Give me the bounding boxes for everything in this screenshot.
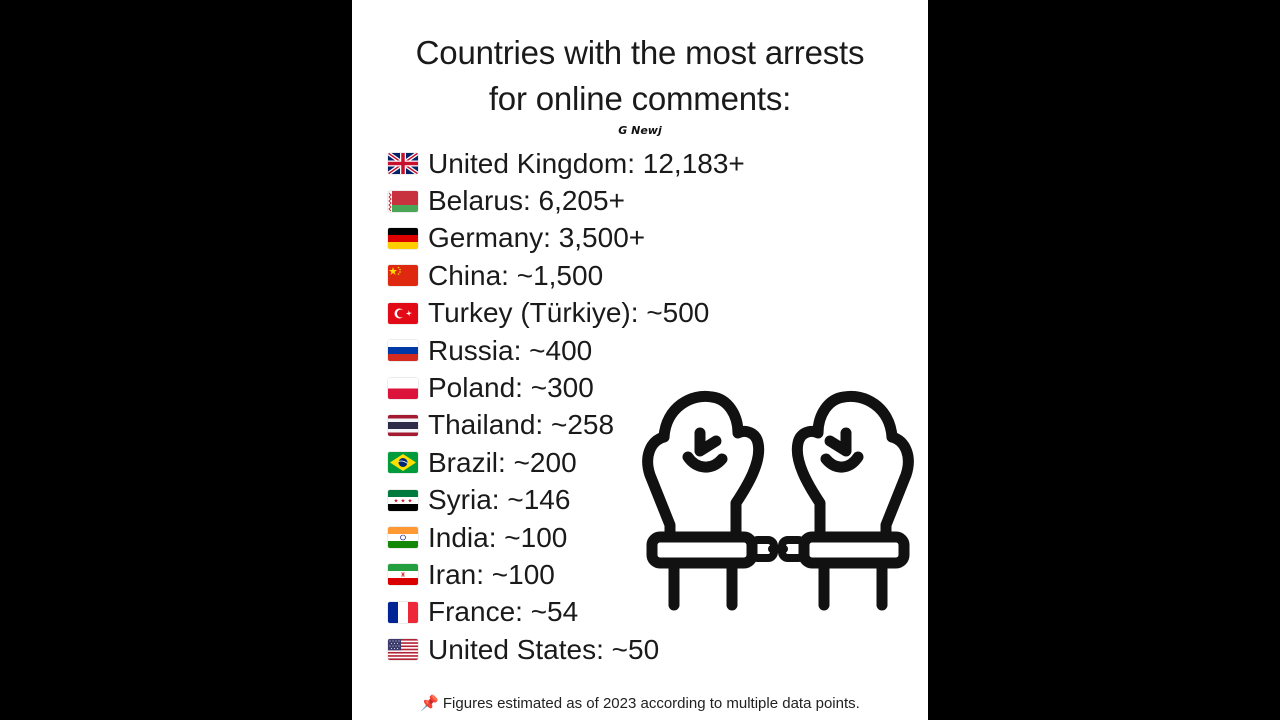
list-item: Germany: 3,500+: [388, 220, 745, 257]
country-label: Turkey (Türkiye): ~500: [428, 297, 710, 329]
country-label: Thailand: ~258: [428, 409, 615, 441]
pushpin-icon: 📌: [420, 695, 439, 712]
tr-flag-icon: [388, 302, 418, 324]
title-line-1: Countries with the most arrests: [415, 34, 865, 71]
de-flag-icon: [388, 227, 418, 249]
country-label: Poland: ~300: [428, 372, 594, 404]
ru-flag-icon: [388, 340, 418, 362]
page-title: Countries with the most arrests for onli…: [352, 30, 928, 122]
in-flag-icon: [388, 527, 418, 549]
list-item: Thailand: ~258: [388, 407, 745, 444]
us-flag-icon: [388, 639, 418, 661]
cn-flag-icon: [388, 265, 418, 287]
handcuffed-fists-icon: [642, 390, 914, 611]
country-label: Belarus: 6,205+: [428, 185, 625, 217]
footer-text: Figures estimated as of 2023 according t…: [442, 695, 860, 712]
country-label: United States: ~50: [428, 633, 660, 665]
list-item: United States: ~50: [388, 631, 745, 668]
ir-flag-icon: [388, 564, 418, 586]
country-label: Syria: ~146: [428, 484, 571, 516]
list-item: Poland: ~300: [388, 369, 745, 406]
infographic-card: Countries with the most arrests for onli…: [352, 0, 928, 720]
list-item: Turkey (Türkiye): ~500: [388, 295, 745, 332]
list-item: Iran: ~100: [388, 556, 745, 593]
sy-flag-icon: [388, 489, 418, 511]
country-label: Iran: ~100: [428, 558, 555, 590]
list-item: India: ~100: [388, 519, 745, 556]
list-item: China: ~1,500: [388, 257, 745, 294]
credit-watermark: G Newj: [618, 124, 662, 137]
country-label: China: ~1,500: [428, 259, 604, 291]
country-label: United Kingdom: 12,183+: [428, 147, 745, 179]
country-label: Germany: 3,500+: [428, 222, 646, 254]
list-item: United Kingdom: 12,183+: [388, 145, 745, 182]
list-item: France: ~54: [388, 594, 745, 631]
country-label: France: ~54: [428, 596, 579, 628]
pl-flag-icon: [388, 377, 418, 399]
country-label: Russia: ~400: [428, 334, 593, 366]
fr-flag-icon: [388, 601, 418, 623]
title-line-2: for online comments:: [488, 80, 792, 117]
country-label: Brazil: ~200: [428, 446, 577, 478]
country-list: United Kingdom: 12,183+ Belarus: 6,205+ …: [388, 145, 745, 668]
country-label: India: ~100: [428, 521, 568, 553]
list-item: Syria: ~146: [388, 482, 745, 519]
footer-note: 📌 Figures estimated as of 2023 according …: [352, 694, 928, 712]
list-item: Brazil: ~200: [388, 444, 745, 481]
gb-flag-icon: [388, 153, 418, 175]
list-item: Russia: ~400: [388, 332, 745, 369]
by-flag-icon: [388, 190, 418, 212]
br-flag-icon: [388, 452, 418, 474]
th-flag-icon: [388, 414, 418, 436]
list-item: Belarus: 6,205+: [388, 182, 745, 219]
